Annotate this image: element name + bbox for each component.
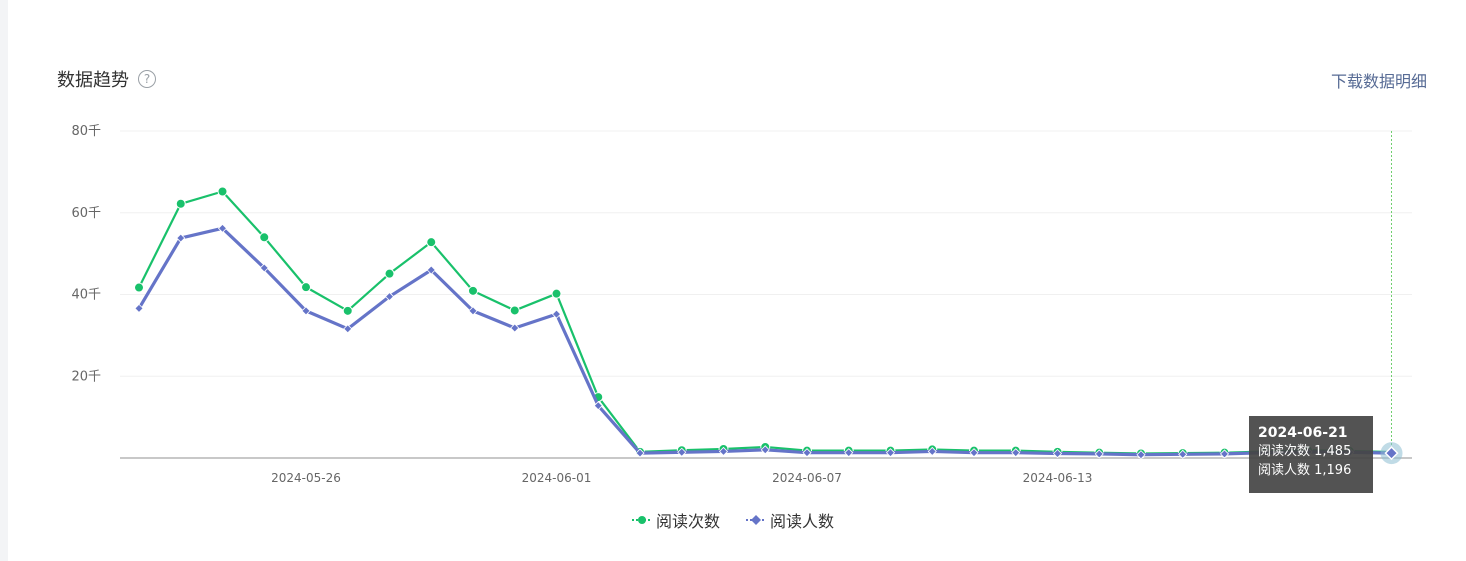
left-edge-strip [0,0,8,561]
data-point-readers [1136,450,1146,460]
data-point-reads [551,288,562,299]
tooltip-date: 2024-06-21 [1258,425,1348,441]
download-data-link[interactable]: 下载数据明细 [1330,72,1427,91]
data-point-readers [1178,449,1188,459]
data-point-readers [468,306,478,316]
legend-label-readers: 阅读人数 [770,512,835,531]
data-point-readers [969,448,979,458]
data-point-reads [217,186,228,197]
data-point-readers [217,223,228,233]
y-tick-label: 20千 [71,369,101,384]
data-point-readers [510,323,520,333]
data-point-readers [1052,448,1063,459]
data-point-readers [1011,448,1021,458]
data-point-readers [677,447,687,457]
legend-item-readers[interactable]: 阅读人数 [746,508,834,532]
data-point-readers [760,445,770,455]
x-tick-label: 2024-06-13 [1023,471,1093,485]
circle-marker-icon [631,516,652,524]
data-point-readers [844,448,854,458]
data-point-readers [593,401,603,411]
data-point-readers [927,446,937,457]
series-line-reads [138,190,1392,455]
section-header: 数据趋势 ? [57,66,156,92]
data-point-readers [176,233,186,243]
data-point-reads [301,282,311,293]
data-point-reads [134,282,144,293]
data-point-readers [384,291,395,302]
data-point-readers [301,306,311,316]
chart-tooltip: 2024-06-21 阅读次数 1,485 阅读人数 1,196 [1249,416,1373,493]
x-tick-label: 2024-05-26 [271,471,341,485]
legend-item-reads[interactable]: 阅读次数 [631,508,720,532]
data-point-reads [509,305,520,316]
series-line-readers [137,226,1392,457]
data-point-reads [175,198,186,209]
chart-legend: 阅读次数 阅读人数 [0,508,1466,532]
help-icon[interactable]: ? [138,70,156,88]
tooltip-reads-row: 阅读次数 1,485 [1258,444,1352,459]
hover-point-marker [1384,446,1399,461]
diamond-marker-icon [746,515,766,525]
data-point-reads [342,305,353,316]
data-point-reads [384,268,395,279]
data-point-readers [1219,449,1230,459]
y-tick-label: 80千 [71,124,101,139]
data-point-readers [885,448,896,458]
data-point-readers [551,309,562,319]
data-point-readers [259,263,269,273]
legend-label-reads: 阅读次数 [655,512,720,531]
x-tick-label: 2024-06-01 [522,471,592,485]
data-point-readers [343,324,353,334]
tooltip-readers-row: 阅读人数 1,196 [1258,463,1352,478]
data-point-readers [426,265,436,275]
x-tick-label: 2024-06-07 [772,471,842,485]
data-point-readers [635,448,645,458]
data-point-readers [134,303,144,313]
data-point-readers [1094,449,1104,459]
data-point-reads [259,232,270,243]
data-point-readers [802,448,812,458]
data-point-reads [426,237,437,248]
data-point-reads [468,285,478,296]
section-title: 数据趋势 [57,70,129,91]
data-point-readers [718,446,729,457]
y-tick-label: 60千 [71,206,101,221]
y-tick-label: 40千 [71,288,101,303]
